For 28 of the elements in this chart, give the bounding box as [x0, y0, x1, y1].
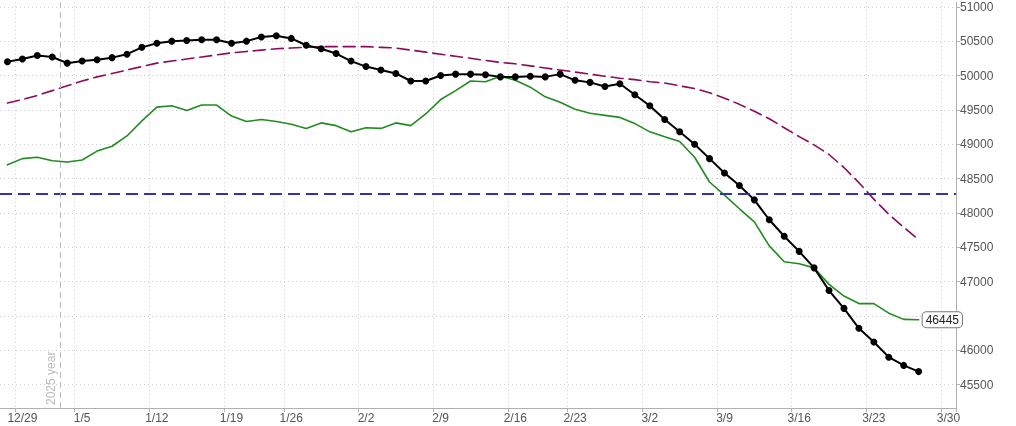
y-tick-label: 50500: [960, 34, 994, 49]
y-tick-label: 47000: [960, 274, 994, 289]
x-tick-label: 12/29: [7, 411, 38, 425]
x-tick-label: 2/16: [503, 411, 528, 425]
y-tick-label: 49500: [960, 102, 994, 117]
annotation: 2025 year: [43, 351, 58, 405]
y-tick-label: 47500: [960, 240, 994, 255]
x-tick-label: 3/16: [787, 411, 812, 425]
x-tick-label: 1/26: [279, 411, 304, 425]
x-tick-label: 1/5: [73, 411, 91, 425]
y-tick-label: 51000: [960, 0, 994, 14]
y-tick-label: 48000: [960, 205, 994, 220]
x-tick-label: 3/9: [716, 411, 734, 425]
x-tick-label: 2/2: [357, 411, 375, 425]
x-tick-label: 3/2: [641, 411, 659, 425]
x-tick-label: 2/9: [432, 411, 450, 425]
y-tick-label: 48500: [960, 171, 994, 186]
data-label: 46445: [925, 312, 960, 327]
line-series: [6, 75, 920, 321]
x-tick-label: 3/30: [936, 411, 961, 425]
y-tick-label: 49000: [960, 137, 994, 152]
x-tick-label: 1/19: [219, 411, 244, 425]
x-tick-label: 2/23: [563, 411, 588, 425]
y-tick-label: 50000: [960, 68, 994, 83]
x-tick-label: 3/23: [862, 411, 886, 425]
y-tick-label: 45500: [960, 377, 994, 392]
y-tick-label: 46000: [960, 343, 994, 358]
x-tick-label: 1/12: [145, 411, 169, 425]
